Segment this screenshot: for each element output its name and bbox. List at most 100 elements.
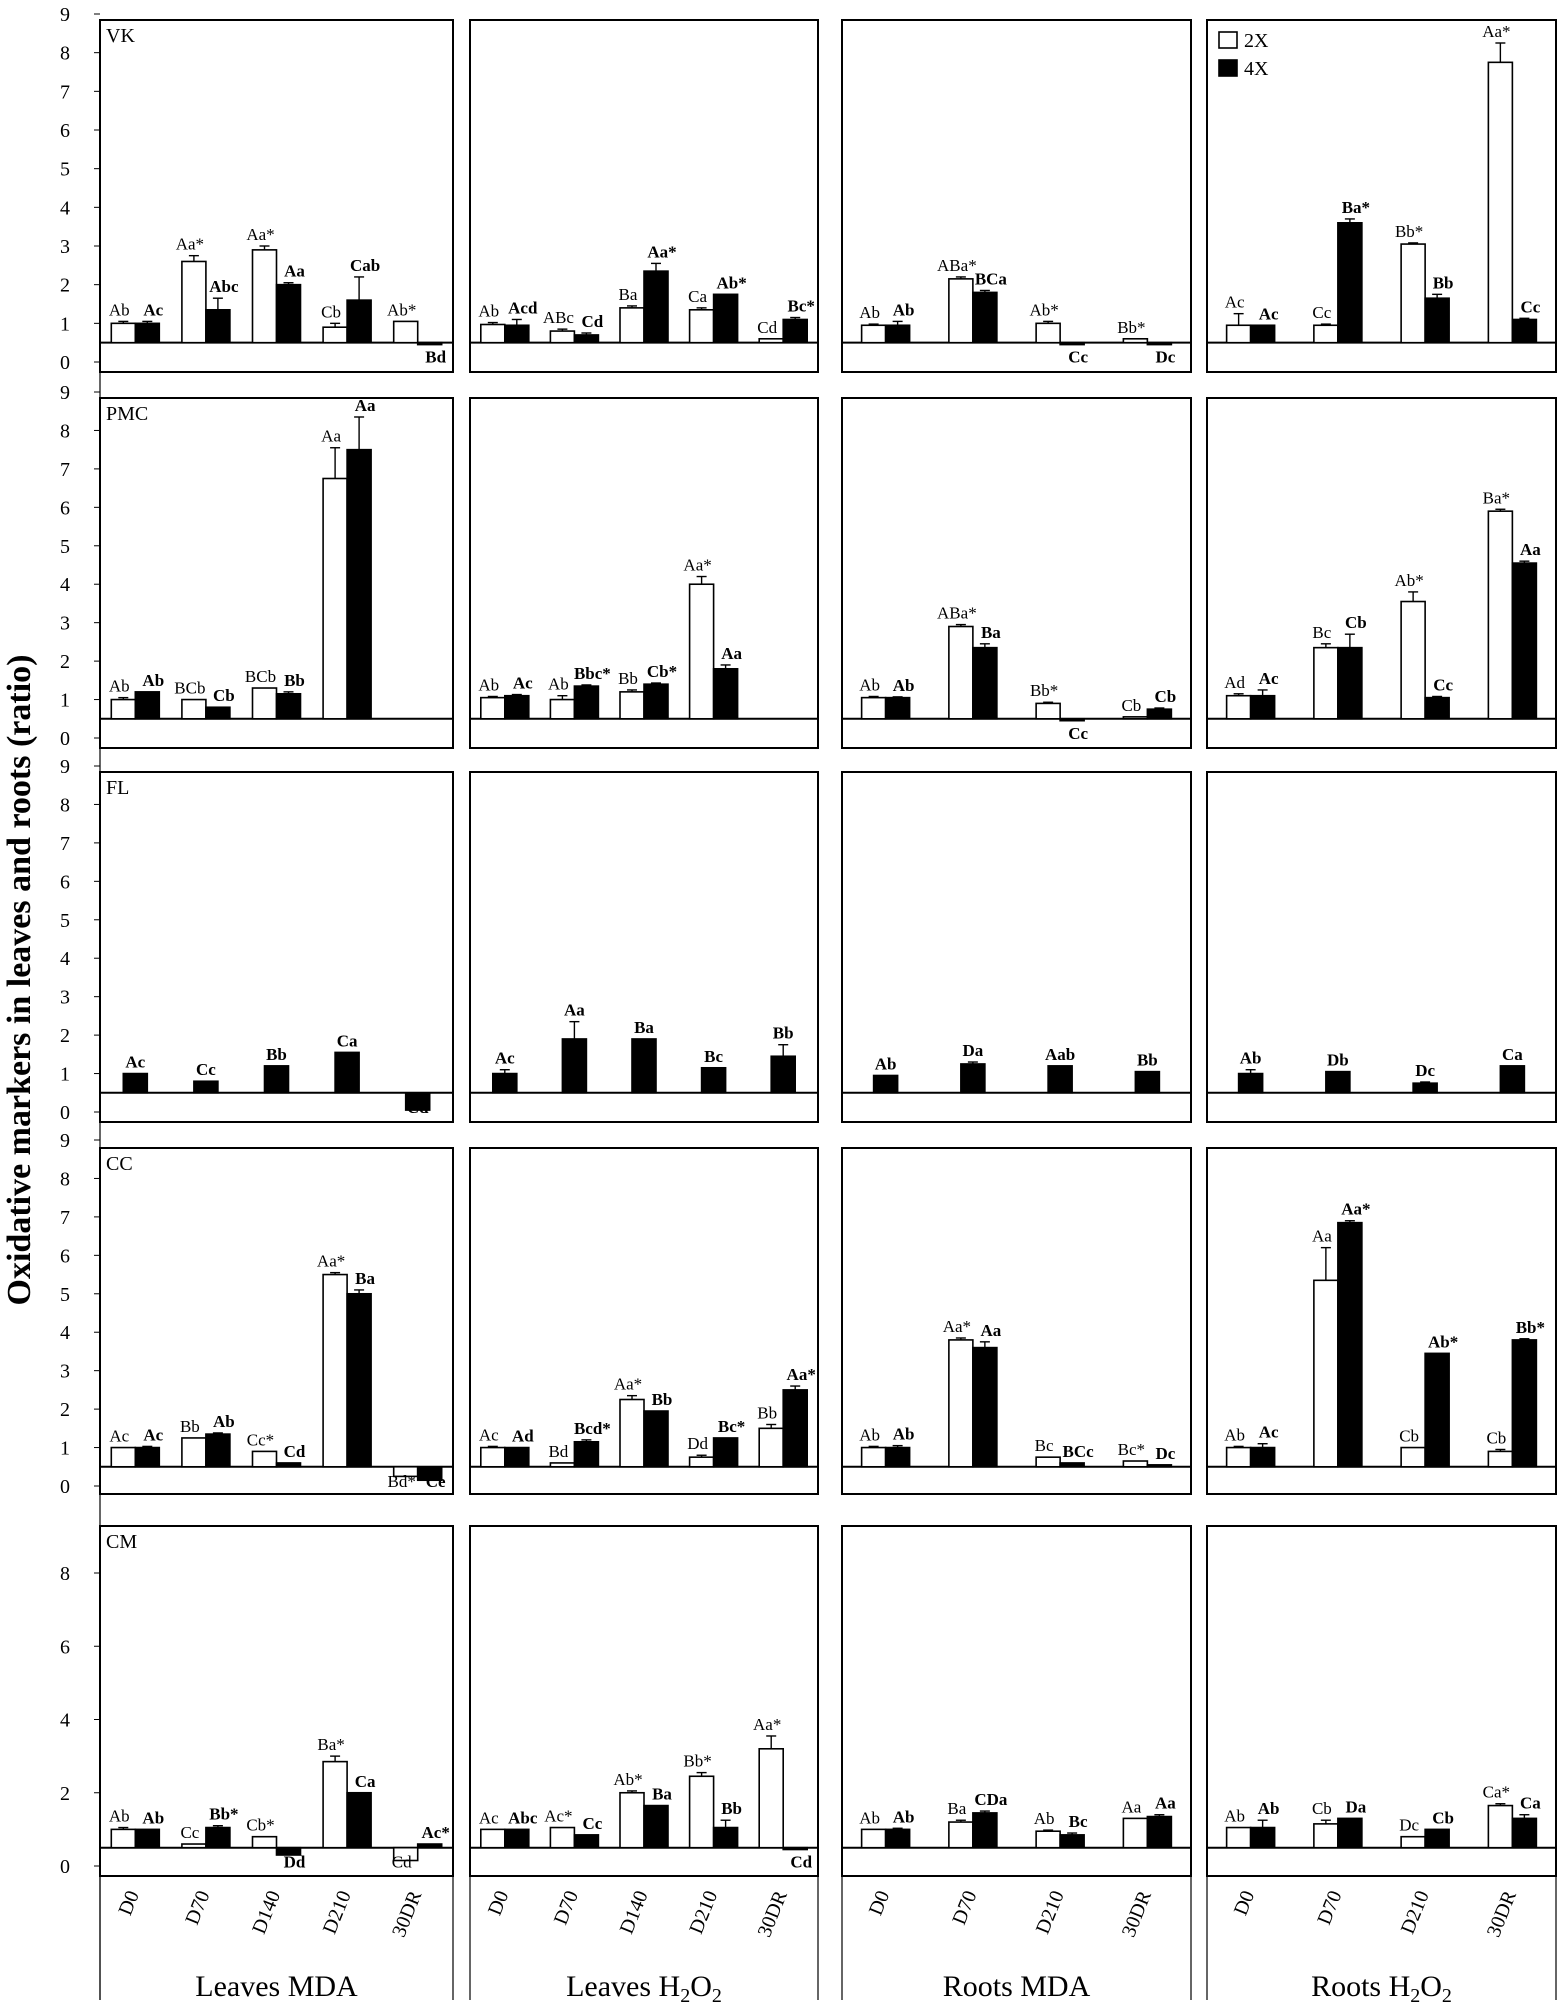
y-tick-label: 1 <box>60 690 70 712</box>
y-tick-label: 9 <box>60 756 70 778</box>
data-label: Ab <box>548 675 569 694</box>
data-label: Ab* <box>1428 1332 1458 1351</box>
bar-4x <box>884 696 911 720</box>
bar-4x <box>561 1038 588 1094</box>
bar-2x <box>758 337 785 344</box>
x-tick-label: D210 <box>1032 1888 1069 1937</box>
bar-2x <box>1400 243 1426 344</box>
data-label: Aa* <box>317 1252 345 1271</box>
data-label: Cd <box>757 318 777 337</box>
bar-2x <box>860 1828 887 1849</box>
bar-4x <box>972 1346 998 1468</box>
bar-4x <box>205 1826 231 1849</box>
data-label: Bc <box>1035 1436 1054 1455</box>
panel-row-label: CC <box>106 1153 133 1175</box>
data-label: Cb <box>1312 1799 1332 1818</box>
y-tick-label: 1 <box>60 1064 70 1086</box>
panel-cc-3: Ab Aa* Bc Bc* Ab Aa BCc Dc <box>841 1147 1192 1495</box>
data-label: Ba <box>355 1269 375 1288</box>
data-label: Cb <box>321 302 341 321</box>
bar-4x <box>1047 1065 1073 1094</box>
data-label: Bb <box>652 1390 673 1409</box>
y-tick-label: 2 <box>60 1025 70 1047</box>
data-label: Bc <box>1069 1812 1088 1831</box>
data-label: Dd <box>284 1853 306 1872</box>
data-label: Bc <box>1312 623 1331 642</box>
bar-4x <box>503 324 530 344</box>
data-label: Bd <box>425 348 446 367</box>
x-tick-label: D0 <box>484 1888 514 1919</box>
data-label: Ac <box>1225 293 1245 312</box>
panel-row-fl: 0 1 2 3 4 5 6 7 8 9 Ac Cc Bb Ca Cd FL Ac Aa Ba Bc Bb Ab Da Aab B… <box>60 756 1557 1124</box>
data-label: Bbc* <box>574 664 611 683</box>
panel-vk-3: Ab ABa* Ab* Bb* Ab BCa Cc Dc <box>841 19 1192 373</box>
data-label: Ac <box>1259 304 1279 323</box>
bar-4x <box>872 1074 899 1094</box>
bar-4x <box>503 1828 530 1849</box>
data-label: Dd <box>687 1434 708 1453</box>
panel-frame <box>841 771 1192 1123</box>
bar-2x <box>549 1826 576 1849</box>
bar-2x <box>1313 1279 1339 1468</box>
panel-fl-3: Ab Da Aab Bb <box>841 771 1192 1123</box>
bar-4x <box>1059 717 1085 722</box>
data-label: BCc <box>1063 1442 1095 1461</box>
panel-row-pmc: 0 1 2 3 4 5 6 7 8 9 Ab BCb BCb Aa Ab Cb Bb Aa PMC Ab Ab Bb Aa*… <box>60 382 1557 750</box>
y-tick-label: 5 <box>60 1284 70 1306</box>
bar-4x <box>1325 1070 1351 1094</box>
bar-4x <box>1424 1352 1450 1468</box>
data-label: Bb <box>618 669 638 688</box>
data-label: Bd <box>548 1442 568 1461</box>
bar-2x <box>1313 646 1339 720</box>
bar-2x <box>1400 1446 1426 1468</box>
column-title: Leaves H2O2 <box>566 1970 722 2007</box>
bar-4x <box>122 1072 149 1094</box>
bar-4x <box>275 1846 302 1856</box>
bar-2x <box>392 1846 419 1862</box>
column-title-part: 2 <box>1442 1985 1452 2007</box>
y-tick-label: 4 <box>60 1322 70 1344</box>
column-title-part: Roots H <box>1311 1970 1410 2003</box>
bar-4x <box>643 270 669 344</box>
bar-2x <box>322 326 348 344</box>
data-label: Bb <box>180 1417 200 1436</box>
data-label: Cc <box>1068 348 1088 367</box>
bar-4x <box>416 341 443 346</box>
data-label: Cd <box>392 1853 412 1872</box>
data-label: Aa <box>980 1321 1001 1340</box>
bar-2x <box>619 691 645 720</box>
data-label: Aa* <box>614 1375 642 1394</box>
bar-2x <box>110 1828 137 1849</box>
data-label: Ab <box>859 675 880 694</box>
bar-4x <box>134 1446 161 1468</box>
bar-4x <box>1237 1072 1264 1094</box>
data-label: Ad <box>512 1427 534 1446</box>
bar-2x <box>1225 694 1252 720</box>
bar-4x <box>1337 646 1363 720</box>
y-tick-label: 5 <box>60 159 70 181</box>
data-label: Bb* <box>209 1805 238 1824</box>
data-label: Aa* <box>683 556 711 575</box>
data-label: Cb* <box>647 662 677 681</box>
data-label: Ac <box>109 1427 129 1446</box>
data-label: Ab <box>859 1808 880 1827</box>
data-label: Ab <box>109 300 130 319</box>
bar-4x <box>346 1292 372 1468</box>
data-label: Ab <box>1034 1809 1055 1828</box>
y-tick-label: 5 <box>60 536 70 558</box>
x-tick-label: 30DR <box>1118 1887 1157 1940</box>
y-tick-label: 1 <box>60 313 70 335</box>
data-label: ABa* <box>937 256 977 275</box>
bar-4x <box>275 692 302 720</box>
data-label: Cc <box>1068 724 1088 743</box>
bar-4x <box>573 334 600 344</box>
bar-2x <box>758 1748 785 1849</box>
bar-4x <box>263 1065 290 1094</box>
panel-vk-4: Ac Cc Bb* Aa* Ac Ba* Bb Cc <box>1206 19 1557 373</box>
data-label: Ab <box>875 1054 897 1073</box>
data-label: Ca <box>1520 1794 1541 1813</box>
data-label: Db <box>1327 1051 1349 1070</box>
